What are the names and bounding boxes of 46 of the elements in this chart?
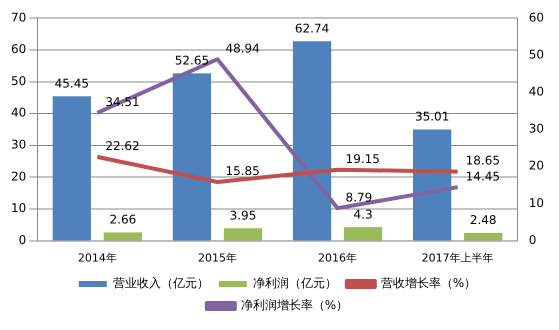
y-tick-label: 60 — [10, 42, 26, 56]
bar — [52, 96, 91, 240]
data-label: 8.79 — [346, 190, 372, 204]
y2-tick-label: 50 — [528, 47, 544, 62]
legend-label: 净利润（亿元） — [252, 276, 337, 290]
data-label: 4.3 — [354, 207, 373, 222]
bar — [224, 228, 262, 240]
data-label: 2.66 — [109, 212, 136, 226]
y-tick-label: 40 — [10, 106, 26, 120]
data-label: 35.01 — [414, 110, 450, 124]
legend-label: 营收增长率（%） — [380, 276, 476, 290]
legend-label: 净利润增长率（%） — [240, 298, 348, 312]
data-label: 3.95 — [230, 208, 256, 222]
data-label: 19.15 — [346, 152, 380, 166]
y2-tick-label: 60 — [528, 10, 544, 24]
y-tick-label: 10 — [10, 201, 26, 216]
y-tick-label: 20 — [10, 169, 26, 184]
bar — [344, 227, 382, 240]
y-tick-label: 50 — [10, 74, 26, 88]
x-tick-label: 2016年 — [318, 251, 358, 264]
x-tick-label: 2014年 — [78, 251, 117, 264]
data-label: 48.94 — [225, 41, 260, 56]
y-tick-label: 0 — [18, 232, 26, 247]
data-label: 52.65 — [174, 54, 210, 68]
data-label: 2.48 — [470, 213, 497, 228]
legend-label: 营业收入（亿元） — [112, 276, 209, 290]
x-tick-label: 2015年 — [198, 251, 237, 264]
bar — [104, 232, 142, 240]
y2-tick-label: 10 — [528, 196, 544, 210]
data-label: 45.45 — [54, 76, 89, 90]
y-tick-label: 70 — [10, 10, 26, 24]
x-tick-label: 2017年上半年 — [422, 251, 494, 264]
y2-tick-label: 0 — [528, 232, 536, 247]
y2-tick-label: 20 — [528, 158, 544, 173]
y2-tick-label: 40 — [528, 84, 544, 99]
data-label: 15.85 — [225, 164, 260, 178]
data-label: 22.62 — [105, 139, 140, 154]
data-label: 62.74 — [294, 21, 330, 36]
data-label: 14.45 — [466, 169, 500, 184]
bar — [413, 129, 452, 240]
bar — [292, 41, 332, 240]
bar — [172, 73, 212, 240]
y-tick-label: 30 — [10, 138, 26, 152]
bar — [464, 232, 502, 240]
data-label: 18.65 — [466, 154, 500, 168]
y2-tick-label: 30 — [528, 122, 544, 136]
